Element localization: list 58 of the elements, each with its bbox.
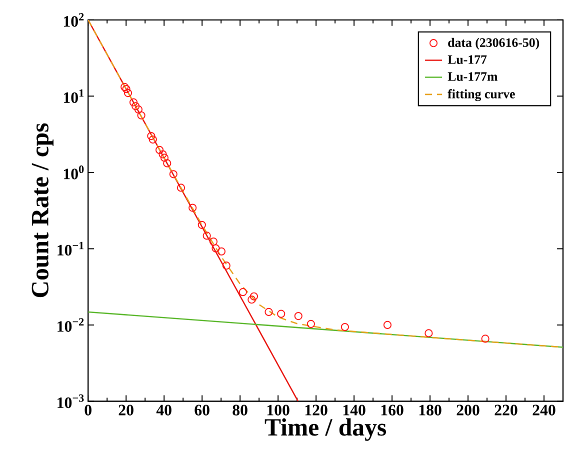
point [277,310,286,318]
y-tick-label: 10$^{−3}$ [58,394,84,408]
x-tick-label: 200 [456,404,480,416]
x-tick-label: 140 [343,404,366,416]
point [383,320,392,330]
legend-label: Lu-177m [448,72,498,81]
x-tick-label: 180 [419,404,442,416]
point [163,159,172,168]
y-axis-title: Count Rate / cps [32,123,54,298]
point [202,232,211,240]
point [122,85,130,94]
y-tick-label: 10$^{−2}$ [58,318,84,332]
point [137,111,146,120]
point [124,88,132,98]
point [222,262,230,270]
x-tick-label: 160 [381,404,404,416]
point [169,170,178,178]
point [238,288,247,296]
y-tick-label: 10$^{−1}$ [58,242,84,256]
point [155,146,164,154]
point [120,82,129,92]
x-tick-label: 40 [156,404,172,416]
x-tick-label: 100 [267,404,290,416]
point [306,320,315,328]
point [248,296,256,304]
point [134,105,143,114]
point [147,132,156,140]
y-tick-label: 10$^{0}$ [64,166,84,180]
x-tick-label: 0 [84,404,92,416]
point [209,238,218,246]
point [481,334,490,343]
x-axis-title: Time / days [264,418,386,441]
point [188,204,197,212]
x-tick-label: 80 [232,404,248,416]
point [132,102,140,110]
legend-label: data (230616-50) [448,38,540,50]
point [217,247,226,256]
point [250,292,258,300]
point [294,312,302,320]
point [160,154,169,162]
legend-label: fitting curve [448,89,515,102]
point [158,150,167,158]
x-tick-label: 60 [194,404,210,416]
point [264,308,273,316]
point [424,329,433,338]
y-tick-label: 10$^{2}$ [64,13,84,27]
point [129,98,138,106]
x-tick-label: 240 [532,404,556,416]
point [340,322,349,332]
x-tick-label: 220 [494,404,518,416]
x-tick-label: 120 [305,404,328,416]
legend-label: Lu-177 [448,55,487,64]
y-tick-label: 10$^{1}$ [64,89,84,104]
point [198,220,206,230]
x-tick-label: 20 [118,404,134,416]
point [148,135,157,144]
point [212,244,220,252]
point [176,184,186,192]
